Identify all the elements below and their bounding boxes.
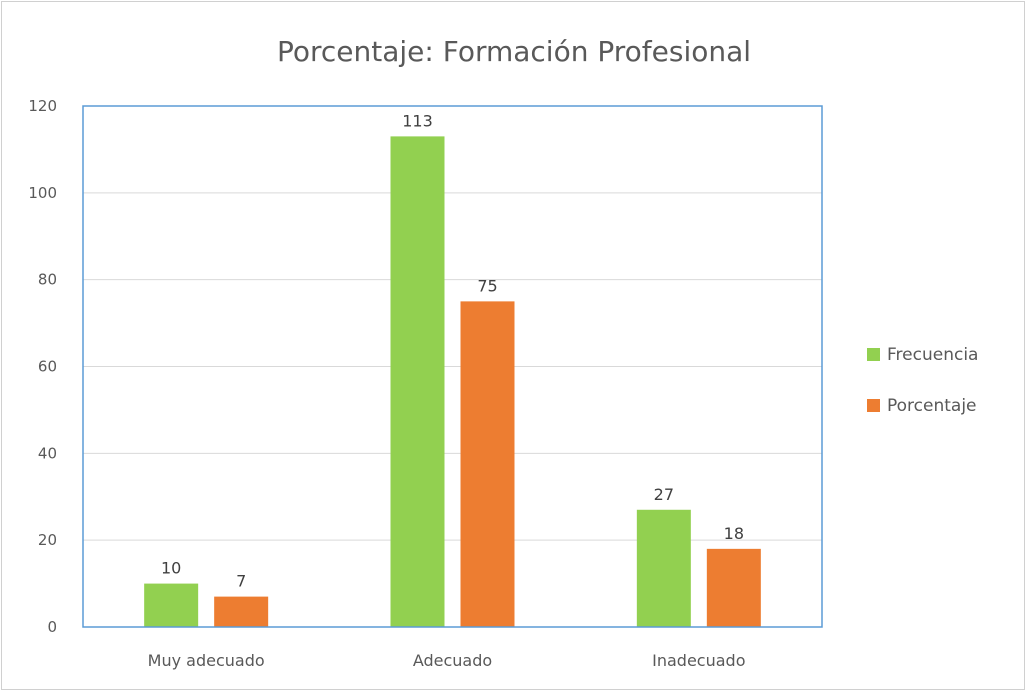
chart-title: Porcentaje: Formación Profesional	[277, 35, 751, 68]
x-axis-categories: Muy adecuado Adecuado Inadecuado	[148, 651, 746, 670]
y-axis-ticks: 0 20 40 60 80 100 120	[28, 97, 57, 636]
y-tick-label: 80	[38, 271, 57, 289]
data-label: 75	[477, 276, 497, 295]
y-tick-label: 20	[38, 531, 57, 549]
bar-frecuencia-0	[144, 583, 199, 627]
bar-porcentaje-2	[706, 548, 761, 627]
data-label: 18	[724, 524, 744, 543]
bar-frecuencia-1	[390, 136, 445, 627]
bar-porcentaje-1	[460, 301, 515, 627]
data-labels: 10 7 113 75 27 18	[161, 111, 744, 590]
x-category-label: Adecuado	[413, 651, 492, 670]
bar-porcentaje-0	[214, 596, 269, 627]
y-tick-label: 0	[47, 618, 57, 636]
legend-swatch-porcentaje	[867, 399, 880, 412]
bar-frecuencia-2	[636, 509, 691, 627]
data-label: 113	[402, 111, 433, 130]
legend: Frecuencia Porcentaje	[867, 345, 978, 416]
y-tick-label: 120	[28, 97, 57, 115]
legend-label-frecuencia: Frecuencia	[887, 345, 978, 365]
bars	[144, 136, 761, 627]
y-tick-label: 60	[38, 358, 57, 376]
x-category-label: Muy adecuado	[148, 651, 265, 670]
gridlines	[83, 192, 822, 541]
x-category-label: Inadecuado	[652, 651, 745, 670]
legend-swatch-frecuencia	[867, 348, 880, 361]
legend-label-porcentaje: Porcentaje	[887, 396, 977, 416]
data-label: 27	[654, 485, 674, 504]
y-tick-label: 100	[28, 184, 57, 202]
data-label: 7	[236, 572, 246, 591]
y-tick-label: 40	[38, 444, 57, 462]
data-label: 10	[161, 559, 181, 578]
plot-area-border	[82, 105, 823, 628]
